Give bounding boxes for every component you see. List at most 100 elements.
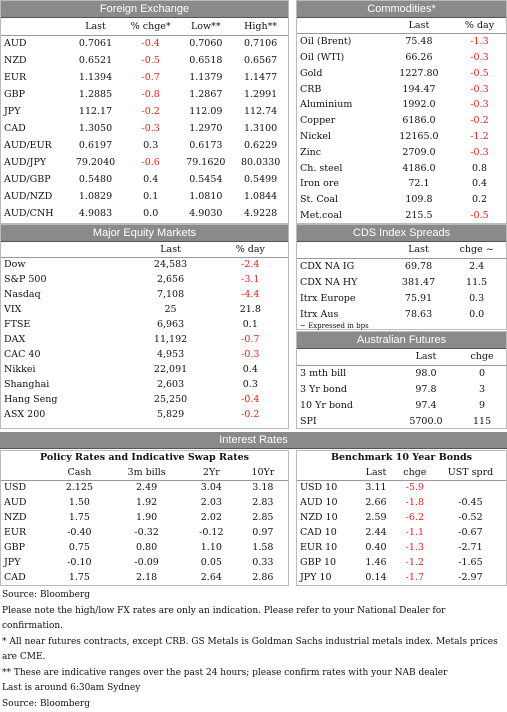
row-label: CDX NA IG xyxy=(297,258,390,274)
value-cell: 4186.0 xyxy=(385,160,453,176)
row-label: 10 Yr bond xyxy=(297,397,394,413)
value-cell: 0.6229 xyxy=(233,137,288,154)
column-header: % chge* xyxy=(123,18,179,35)
value-cell: 0.7060 xyxy=(178,35,233,52)
footer-line: Last is around 6:30am Sydney xyxy=(2,681,507,697)
value-cell: 1.90 xyxy=(108,510,185,525)
value-cell: 112.74 xyxy=(233,103,288,120)
value-cell: 2.02 xyxy=(185,510,238,525)
column-header: Last xyxy=(385,18,453,34)
row-label: Hang Seng xyxy=(1,392,129,407)
value-cell: 1.92 xyxy=(108,495,185,510)
table-row: Oil (Brent)75.48-1.3 xyxy=(297,34,506,50)
value-cell: -0.4 xyxy=(123,35,179,52)
value-cell: 11.5 xyxy=(447,274,506,290)
row-label: NZD xyxy=(1,510,51,525)
column-header: % day xyxy=(213,242,288,257)
value-cell: 0.6521 xyxy=(68,52,123,69)
value-cell: 79.2040 xyxy=(68,154,123,171)
value-cell: 2.83 xyxy=(238,495,288,510)
row-label: GBP xyxy=(1,86,68,103)
section-title: Australian Futures xyxy=(297,332,506,349)
value-cell: 2.44 xyxy=(357,525,394,540)
value-cell: -0.5 xyxy=(453,208,506,224)
value-cell: 1.10 xyxy=(185,540,238,555)
value-cell: 0.1 xyxy=(123,188,179,205)
value-cell: 6,963 xyxy=(129,317,213,332)
value-cell: 0.3 xyxy=(213,377,288,392)
value-cell: -3.1 xyxy=(213,272,288,287)
value-cell: 1.2867 xyxy=(178,86,233,103)
row-label: Oil (WTI) xyxy=(297,50,385,66)
value-cell: 2,603 xyxy=(129,377,213,392)
note: ~ Expressed in bps xyxy=(297,322,506,330)
footer-line: Source: Bloomberg xyxy=(2,697,507,712)
row-label: AUD xyxy=(1,495,51,510)
value-cell: -0.32 xyxy=(108,525,185,540)
value-cell: 25,250 xyxy=(129,392,213,407)
value-cell: 78.63 xyxy=(390,306,447,322)
header-cell xyxy=(297,465,357,480)
row-label: St. Coal xyxy=(297,192,385,208)
column-header: Last xyxy=(394,349,458,365)
row-label: CRB xyxy=(297,81,385,97)
row-label: Shanghai xyxy=(1,377,129,392)
value-cell: 0.6567 xyxy=(233,52,288,69)
value-cell: 1.2991 xyxy=(233,86,288,103)
value-cell: 0.05 xyxy=(185,555,238,570)
value-cell: 112.09 xyxy=(178,103,233,120)
value-cell: 4,953 xyxy=(129,347,213,362)
value-cell: 4.9083 xyxy=(68,205,123,222)
row-label: JPY 10 xyxy=(297,570,357,585)
value-cell: -0.3 xyxy=(123,120,179,137)
row-label: CDX NA HY xyxy=(297,274,390,290)
header-cell xyxy=(1,18,68,35)
row-label: Dow xyxy=(1,257,129,272)
value-cell: 2.49 xyxy=(108,480,185,495)
value-cell: -2.71 xyxy=(435,540,506,555)
column-header: UST sprd xyxy=(435,465,506,480)
value-cell: 25 xyxy=(129,302,213,317)
row-label: USD 10 xyxy=(297,480,357,495)
row-label: CAD xyxy=(1,120,68,137)
footer-line: ** These are indicative ranges over the … xyxy=(2,666,507,682)
value-cell: 0.33 xyxy=(238,555,288,570)
row-label: Gold xyxy=(297,65,385,81)
value-cell: -2.4 xyxy=(213,257,288,272)
value-cell: -1.8 xyxy=(395,495,435,510)
value-cell: 2.85 xyxy=(238,510,288,525)
row-label: ASX 200 xyxy=(1,407,129,422)
value-cell: 6186.0 xyxy=(385,113,453,129)
row-label: DAX xyxy=(1,332,129,347)
value-cell: 0.3 xyxy=(123,137,179,154)
row-label: Copper xyxy=(297,113,385,129)
section-subtitle: Benchmark 10 Year Bonds xyxy=(297,451,506,465)
value-cell: 0.6197 xyxy=(68,137,123,154)
value-cell: 2.66 xyxy=(357,495,394,510)
row-label: S&P 500 xyxy=(1,272,129,287)
value-cell: 98.0 xyxy=(394,365,458,381)
value-cell: -0.10 xyxy=(51,555,109,570)
